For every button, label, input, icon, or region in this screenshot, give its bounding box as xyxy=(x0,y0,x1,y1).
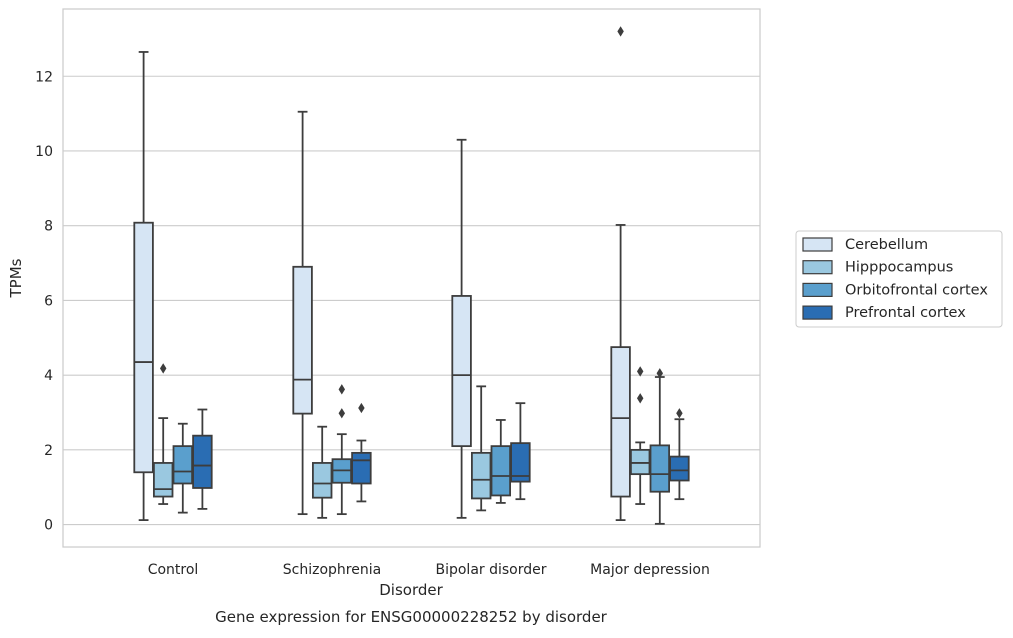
legend: Cerebellum Hipppocampus Orbitofrontal cort… xyxy=(795,230,1003,328)
box-iqr xyxy=(610,346,631,498)
legend-label: Prefrontal cortex xyxy=(845,305,966,321)
box-iqr xyxy=(451,295,472,448)
outlier-point xyxy=(358,402,365,414)
box-iqr xyxy=(351,451,372,485)
legend-swatch xyxy=(802,305,833,320)
box-group xyxy=(510,402,531,501)
y-axis-label: TPMs xyxy=(7,258,25,298)
box-group xyxy=(133,51,154,521)
x-tick-label: Schizophrenia xyxy=(283,562,381,578)
y-tick-label: 0 xyxy=(44,518,53,534)
y-tick-label: 4 xyxy=(44,368,53,384)
box-iqr xyxy=(630,448,651,476)
box-group xyxy=(172,422,194,514)
box-group xyxy=(490,419,512,504)
chart-caption: Gene expression for ENSG00000228252 by d… xyxy=(215,608,608,626)
box-iqr xyxy=(490,445,512,497)
box-group xyxy=(311,425,333,519)
plot-frame xyxy=(62,8,761,548)
box-group xyxy=(331,384,353,516)
box-iqr xyxy=(510,442,531,483)
outlier-point xyxy=(676,408,683,419)
box-iqr xyxy=(470,451,492,500)
box-iqr xyxy=(152,462,174,498)
y-tick-label: 2 xyxy=(44,443,53,459)
box-group xyxy=(351,402,372,503)
legend-label: Cerebellum xyxy=(845,237,928,253)
box-iqr xyxy=(311,462,333,499)
box-iqr xyxy=(133,221,154,474)
box-group xyxy=(649,368,671,525)
box-iqr xyxy=(172,445,194,485)
x-axis-label: Disorder xyxy=(379,581,443,599)
y-tick-label: 10 xyxy=(35,144,53,160)
outlier-point xyxy=(338,408,346,419)
box-iqr xyxy=(649,444,671,493)
box-group xyxy=(192,408,213,510)
box-iqr xyxy=(292,265,313,415)
legend-swatch xyxy=(802,260,833,275)
y-tick-label: 6 xyxy=(44,293,53,309)
legend-label: Hipppocampus xyxy=(845,260,953,276)
box-iqr xyxy=(669,455,690,482)
outlier-point xyxy=(617,26,624,37)
y-tick-label: 8 xyxy=(44,219,53,235)
box-group xyxy=(610,26,631,521)
legend-swatch xyxy=(802,237,833,252)
x-tick-label: Control xyxy=(148,562,199,578)
box-group xyxy=(630,366,651,505)
box-group xyxy=(470,385,492,512)
legend-swatch xyxy=(802,282,833,297)
outlier-point xyxy=(636,393,644,404)
y-tick-label: 12 xyxy=(35,69,53,85)
outlier-point xyxy=(338,384,346,395)
x-tick-label: Major depression xyxy=(590,562,710,578)
outlier-point xyxy=(636,366,644,377)
legend-label: Orbitofrontal cortex xyxy=(845,282,988,298)
legend-frame xyxy=(795,230,1003,328)
x-tick-label: Bipolar disorder xyxy=(435,562,546,578)
outlier-point xyxy=(159,363,167,374)
x-tick-labels: Control Schizophrenia Bipolar disorder Majo… xyxy=(148,562,710,578)
box-group xyxy=(451,138,472,519)
box-group xyxy=(669,408,690,501)
y-tick-labels: 0 2 4 6 8 10 12 xyxy=(35,69,53,533)
box-layer xyxy=(133,26,690,525)
box-group xyxy=(292,110,313,516)
outlier-point xyxy=(656,368,664,379)
box-iqr xyxy=(192,434,213,489)
box-group xyxy=(152,363,174,505)
